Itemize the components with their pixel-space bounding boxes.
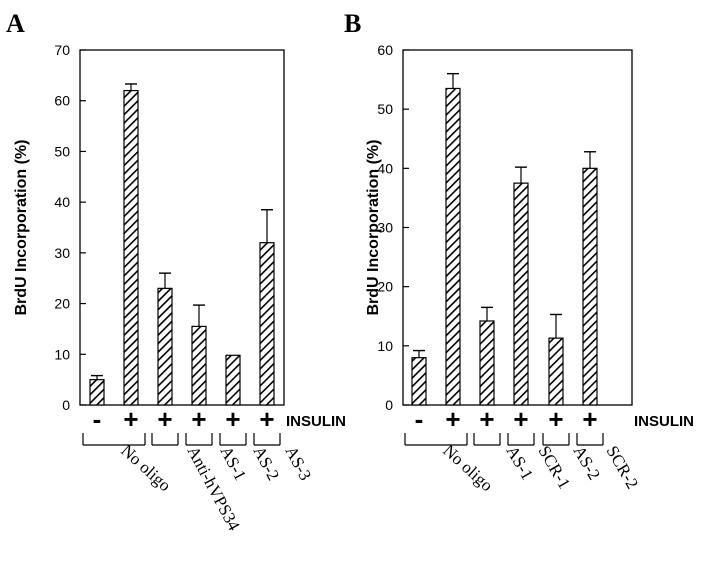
plot-frame-a	[79, 49, 285, 406]
y-tick-label-a: 0	[62, 397, 70, 413]
y-tick-label-b: 50	[377, 101, 393, 117]
group-bracket-b-4	[542, 433, 570, 446]
group-bracket-a-3	[185, 433, 213, 446]
panel-letter-a: A	[6, 9, 25, 38]
bar-a-5	[225, 354, 241, 406]
group-label-a-1: No oligo	[117, 441, 174, 495]
bar-a-2	[123, 89, 139, 406]
y-tick-label-b: 10	[377, 338, 393, 354]
y-tick-label-b: 30	[377, 220, 393, 236]
group-label-b-4: AS-2	[570, 443, 604, 484]
bar-a-4	[191, 325, 207, 406]
y-tick-label-b: 20	[377, 279, 393, 295]
group-bracket-a-1	[82, 433, 146, 446]
bar-b-3	[479, 320, 495, 406]
group-label-a-5: AS-3	[281, 443, 315, 484]
y-tick-label-b: 60	[377, 42, 393, 58]
insulin-sign-a-2: +	[123, 404, 138, 434]
group-bracket-b-2	[473, 433, 501, 446]
y-tick-label-a: 50	[54, 143, 70, 159]
insulin-sign-b-6: +	[582, 404, 597, 434]
panel-letter-b: B	[344, 9, 361, 38]
insulin-sign-b-4: +	[513, 404, 528, 434]
insulin-sign-b-1: -	[415, 404, 424, 434]
bar-a-1	[89, 379, 105, 406]
group-label-b-1: No oligo	[439, 441, 496, 495]
bar-b-4	[513, 182, 529, 406]
group-label-a-4: AS-2	[249, 443, 283, 484]
group-bracket-b-1	[404, 433, 468, 446]
y-tick-label-a: 30	[54, 245, 70, 261]
group-bracket-a-2	[151, 433, 179, 446]
bar-b-2	[445, 87, 461, 406]
y-tick-label-a: 60	[54, 93, 70, 109]
y-tick-label-a: 70	[54, 42, 70, 58]
bar-a-6	[259, 242, 275, 406]
insulin-sign-a-3: +	[157, 404, 172, 434]
y-tick-label-a: 10	[54, 346, 70, 362]
group-label-b-5: SCR-2	[603, 443, 643, 493]
group-bracket-a-5	[253, 433, 281, 446]
bar-a-3	[157, 287, 173, 406]
group-bracket-a-4	[219, 433, 247, 446]
group-label-b-2: AS-1	[503, 443, 537, 484]
bar-b-1	[411, 357, 427, 406]
insulin-sign-a-6: +	[259, 404, 274, 434]
insulin-label-a: INSULIN	[286, 413, 346, 430]
group-label-b-3: SCR-1	[535, 443, 575, 493]
y-axis-label-b: BrdU Incorporation (%)	[365, 140, 382, 316]
bar-b-6	[582, 167, 598, 406]
insulin-label-b: INSULIN	[634, 413, 694, 430]
y-tick-label-a: 40	[54, 194, 70, 210]
insulin-sign-b-3: +	[479, 404, 494, 434]
y-tick-label-b: 0	[385, 397, 393, 413]
insulin-sign-a-1: -	[93, 404, 102, 434]
y-tick-label-b: 40	[377, 160, 393, 176]
group-label-a-3: AS-1	[216, 443, 250, 484]
insulin-sign-b-2: +	[445, 404, 460, 434]
insulin-sign-b-5: +	[548, 404, 563, 434]
insulin-sign-a-4: +	[191, 404, 206, 434]
insulin-sign-a-5: +	[225, 404, 240, 434]
group-bracket-b-5	[576, 433, 604, 446]
y-axis-label-a: BrdU Incorporation (%)	[13, 140, 30, 316]
y-tick-label-a: 20	[54, 296, 70, 312]
group-bracket-b-3	[507, 433, 535, 446]
bar-b-5	[548, 337, 564, 406]
